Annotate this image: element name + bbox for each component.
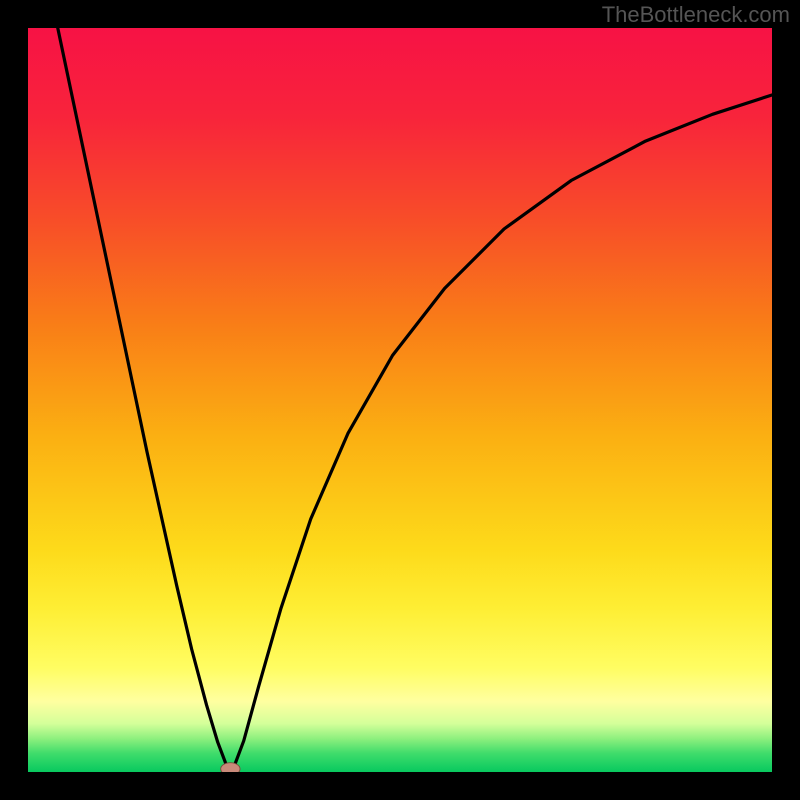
chart-svg bbox=[28, 28, 772, 772]
plot-area bbox=[28, 28, 772, 772]
attribution-text: TheBottleneck.com bbox=[602, 2, 790, 28]
minimum-marker bbox=[221, 763, 240, 772]
chart-outer-frame: TheBottleneck.com bbox=[0, 0, 800, 800]
bottleneck-curve bbox=[58, 28, 772, 769]
